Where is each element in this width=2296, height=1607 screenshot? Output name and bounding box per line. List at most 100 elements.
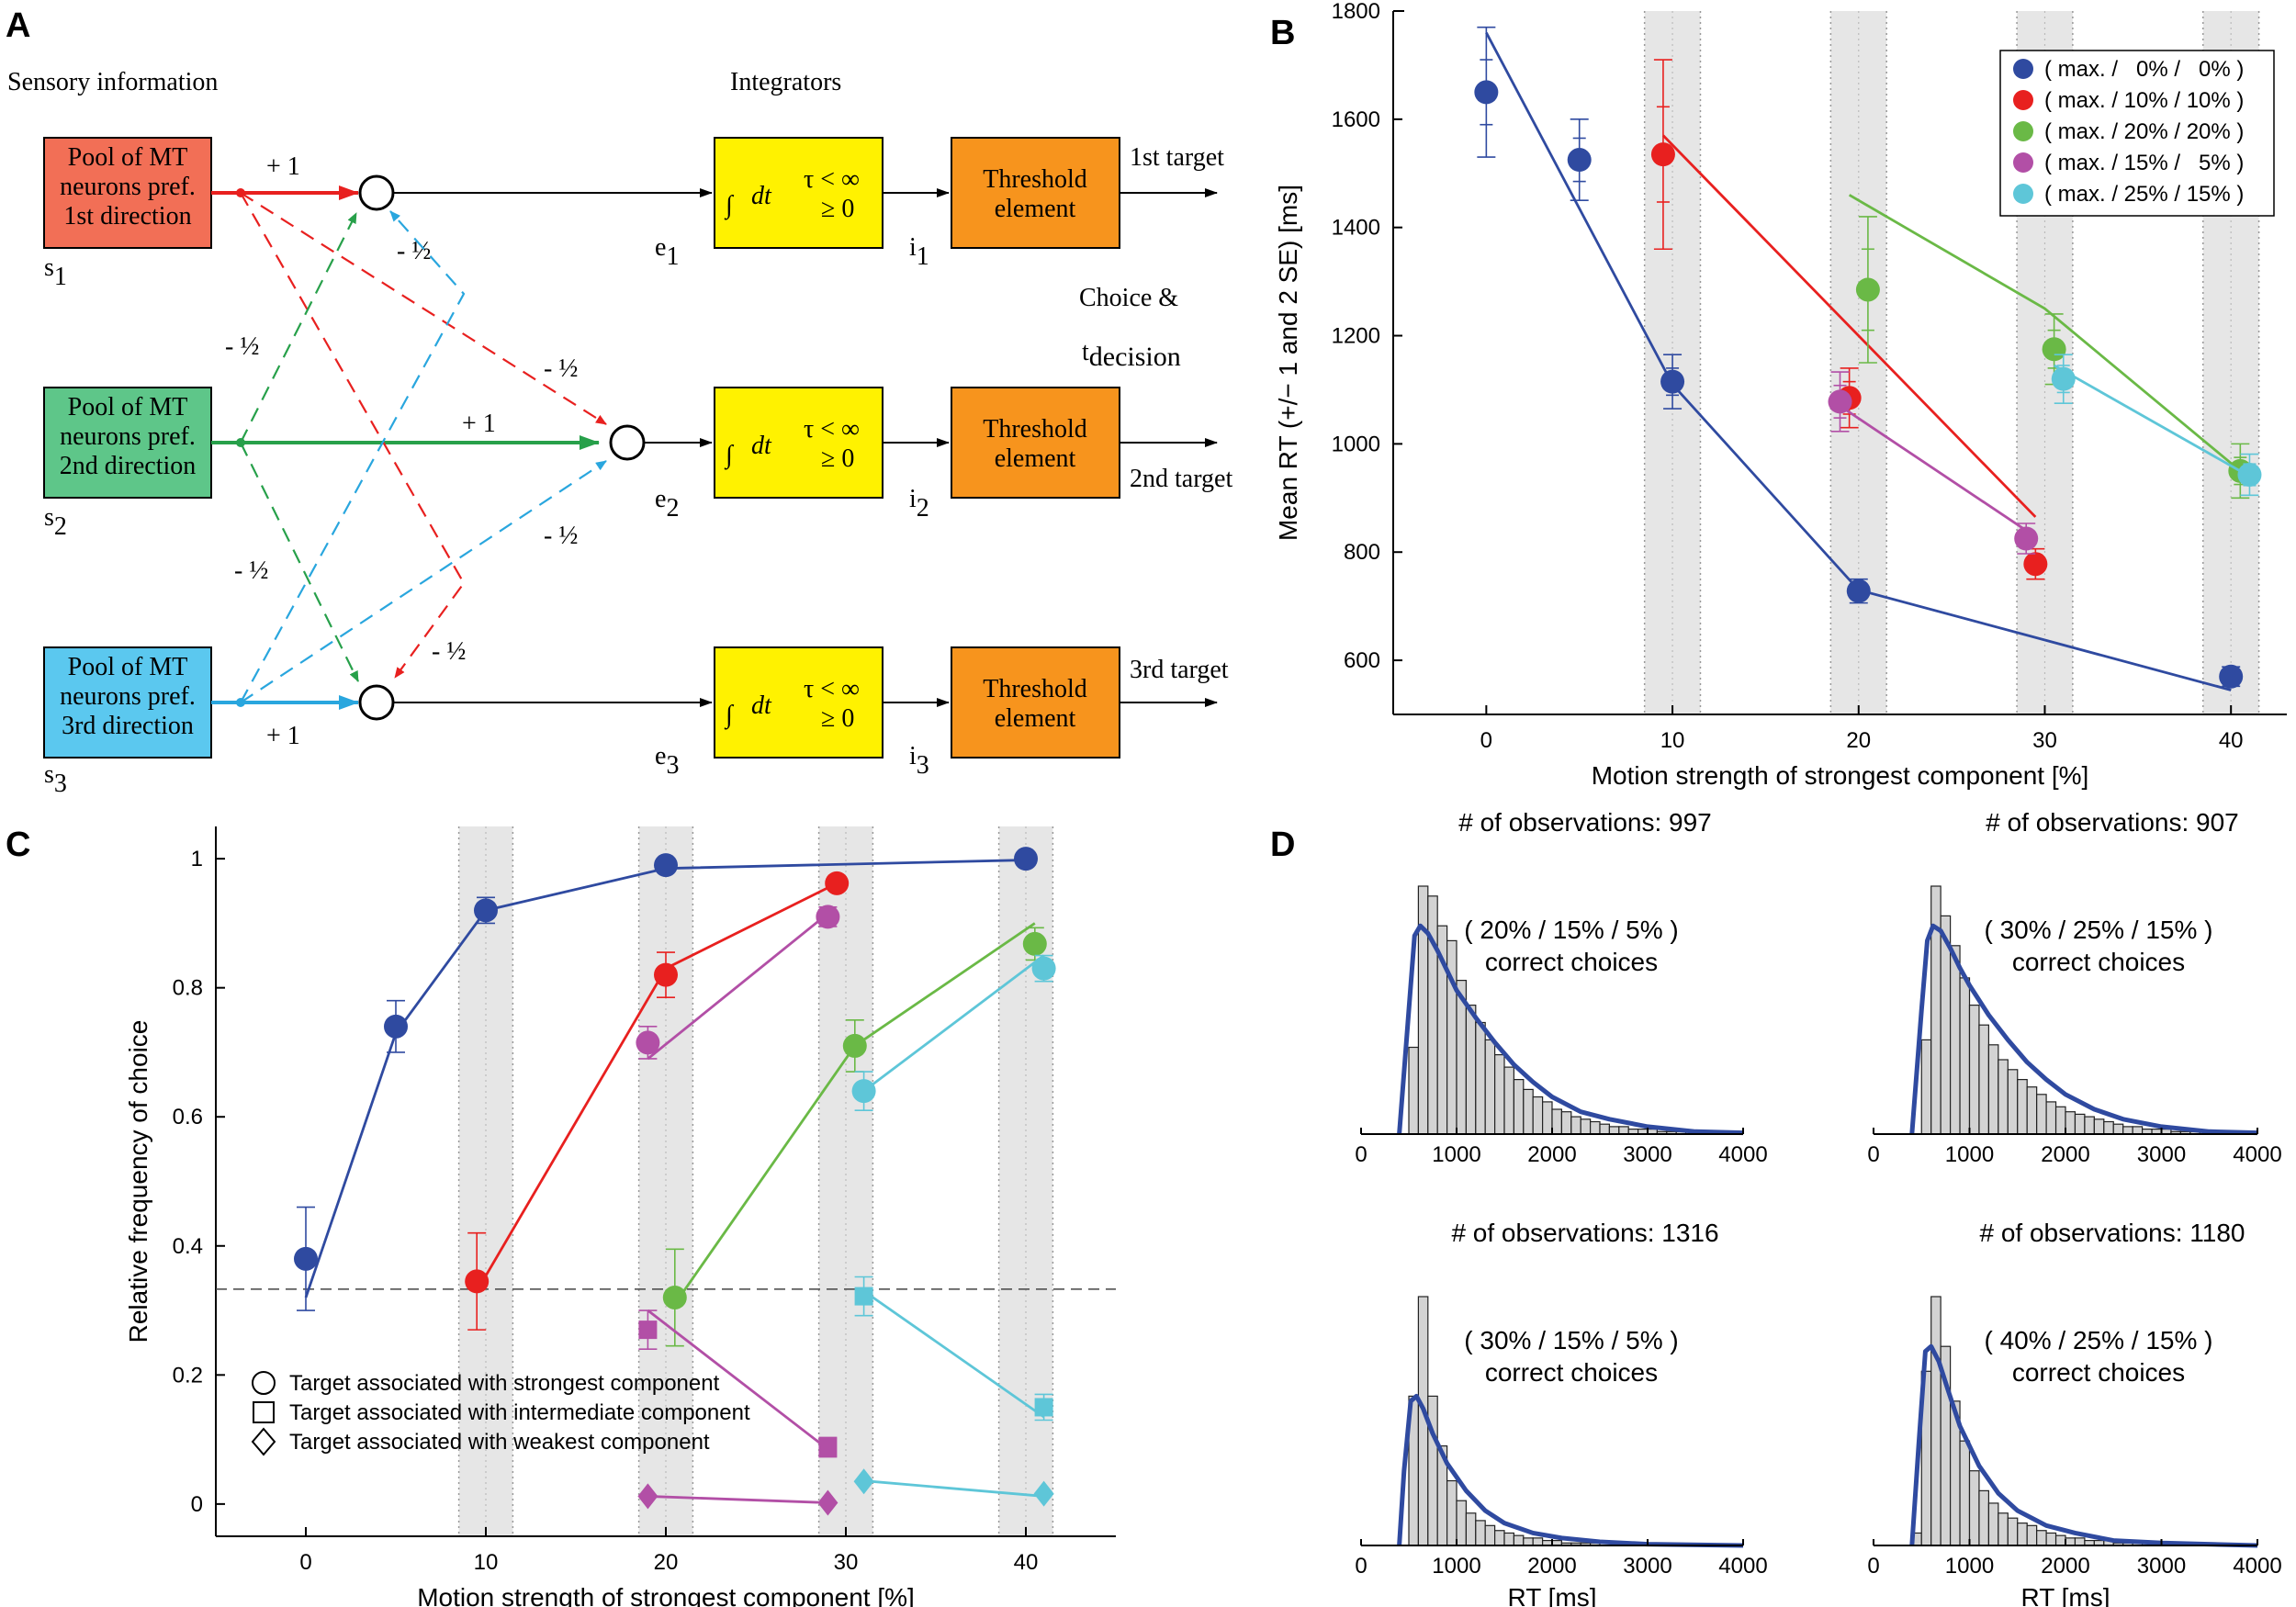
histogram-bar bbox=[1968, 1470, 1980, 1546]
choice-frequency-chart: 0 10 20 30 40 0 0.2 0.4 0.6 0.8 1 Motion strength o… bbox=[124, 826, 1116, 1607]
condition-label: ( 30% / 25% / 15% ) bbox=[1984, 916, 2212, 944]
histogram-bar bbox=[1950, 945, 1961, 1135]
panel-b: B 0 10 20 30 40 600 800 1000 1200 1400 1600 1800 Mot… bbox=[1270, 0, 2287, 790]
histogram-bar bbox=[2017, 1078, 2028, 1135]
histogram-bar bbox=[2054, 1106, 2066, 1135]
data-point-square bbox=[1034, 1398, 1053, 1417]
data-point-square bbox=[818, 1438, 838, 1457]
data-point bbox=[1031, 956, 1056, 981]
panel-letter-a: A bbox=[6, 6, 30, 45]
histogram-bar bbox=[1493, 1530, 1505, 1546]
y-tick-label: 1800 bbox=[1332, 0, 1380, 24]
svg-text:Threshold: Threshold bbox=[983, 165, 1087, 194]
histogram-title: # of observations: 1316 bbox=[1451, 1219, 1718, 1247]
target-3-label: 3rd target bbox=[1130, 656, 1229, 684]
x-tick-label: 20 bbox=[1846, 728, 1871, 753]
x-tick-label: 4000 bbox=[2233, 1142, 2281, 1167]
weight-minus-3: - ½ bbox=[544, 354, 578, 383]
threshold-3: Threshold element bbox=[951, 646, 1120, 759]
fit-line bbox=[862, 954, 1045, 1093]
legend-marker-diamond bbox=[251, 1427, 276, 1456]
pool-2-line-2: neurons pref. bbox=[60, 422, 196, 451]
x-tick-label: 1000 bbox=[1945, 1554, 1994, 1579]
histogram-bar bbox=[2103, 1120, 2114, 1135]
panel-letter-c: C bbox=[6, 826, 30, 864]
data-point-diamond bbox=[1033, 1480, 1054, 1507]
x-tick-label: 0 bbox=[1867, 1554, 1879, 1579]
e2-label: e2 bbox=[655, 485, 679, 523]
condition-label: ( 20% / 15% / 5% ) bbox=[1464, 916, 1678, 944]
x-tick-label: 0 bbox=[1480, 728, 1492, 753]
histogram-bar bbox=[1532, 1537, 1544, 1546]
panel-letter-b: B bbox=[1270, 14, 1295, 52]
histogram-bar bbox=[1930, 885, 1941, 1135]
condition-sublabel: correct choices bbox=[1485, 1358, 1658, 1387]
fit-line bbox=[1848, 194, 2242, 472]
marker-legend-entry: Target associated with intermediate comp… bbox=[289, 1400, 750, 1425]
pool-2-line-3: 2nd direction bbox=[60, 452, 197, 480]
weight-minus-1: - ½ bbox=[397, 237, 431, 265]
rt-histogram-3: 0 1000 2000 3000 4000 # of observations: 1316… bbox=[1355, 1219, 1767, 1607]
data-point bbox=[474, 898, 498, 923]
legend-marker bbox=[2013, 121, 2033, 141]
svg-text:element: element bbox=[995, 195, 1076, 223]
x-tick-label: 10 bbox=[1660, 728, 1685, 753]
data-point bbox=[2219, 664, 2244, 689]
histogram-title: # of observations: 997 bbox=[1458, 808, 1712, 837]
x-tick-label: 10 bbox=[474, 1550, 499, 1575]
histogram-bar bbox=[1465, 1004, 1477, 1135]
histogram-bar bbox=[1998, 1512, 2009, 1546]
data-point bbox=[816, 905, 840, 929]
histogram-bar bbox=[1532, 1096, 1544, 1135]
svg-text:τ < ∞: τ < ∞ bbox=[804, 415, 860, 444]
histogram-bar bbox=[1446, 1479, 1458, 1546]
x-tick-label: 2000 bbox=[1527, 1142, 1576, 1167]
svg-text:∫: ∫ bbox=[724, 191, 735, 220]
model-curve bbox=[1397, 1393, 1744, 1548]
pool-3-line-2: neurons pref. bbox=[60, 682, 196, 711]
data-point bbox=[1567, 148, 1592, 173]
integrator-2: ∫ dt τ < ∞ ≥ 0 bbox=[714, 387, 884, 499]
weight-plus-3: + 1 bbox=[266, 722, 300, 750]
histogram-bar bbox=[2074, 1537, 2086, 1546]
x-tick-label: 30 bbox=[834, 1550, 859, 1575]
shaded-band bbox=[818, 826, 873, 1536]
y-tick-label: 1 bbox=[191, 847, 203, 871]
condition-sublabel: correct choices bbox=[2012, 948, 2185, 976]
histogram-bar bbox=[2007, 1069, 2019, 1135]
histogram-bar bbox=[1930, 1296, 1941, 1546]
y-tick-label: 0.2 bbox=[173, 1363, 203, 1388]
fit-line bbox=[862, 1289, 1045, 1419]
rt-histogram-2: 0 1000 2000 3000 4000 # of observations: 907 (… bbox=[1867, 808, 2281, 1167]
x-tick-label: 3000 bbox=[1623, 1142, 1671, 1167]
pool-box-1: Pool of MT neurons pref. 1st direction bbox=[43, 137, 212, 249]
data-point bbox=[384, 1014, 408, 1039]
fit-line bbox=[1839, 404, 2027, 532]
weight-minus-6: - ½ bbox=[432, 637, 466, 666]
condition-sublabel: correct choices bbox=[1485, 948, 1658, 976]
pool-box-2: Pool of MT neurons pref. 2nd direction bbox=[43, 387, 212, 499]
svg-text:Threshold: Threshold bbox=[983, 415, 1087, 444]
model-curve bbox=[1397, 923, 1744, 1136]
histogram-bar bbox=[2045, 1532, 2057, 1546]
legend-marker bbox=[2013, 184, 2033, 204]
histogram-bar bbox=[1599, 1123, 1610, 1135]
weight-minus-4: - ½ bbox=[544, 522, 578, 550]
panel-c: C 0 10 20 30 40 0 0.2 0.4 0.6 0.8 1 Motion strength… bbox=[6, 826, 1116, 1607]
histogram-bar bbox=[1570, 1116, 1581, 1135]
histogram-bar bbox=[1513, 1534, 1525, 1546]
target-2-label: 2nd target bbox=[1130, 465, 1232, 493]
histogram-bar bbox=[1484, 1039, 1496, 1135]
mean-rt-chart: 0 10 20 30 40 600 800 1000 1200 1400 1600 1800 Motio… bbox=[1274, 0, 2287, 790]
data-point-square bbox=[638, 1320, 658, 1340]
integrators-label: Integrators bbox=[730, 68, 841, 96]
x-tick-label: 0 bbox=[1867, 1142, 1879, 1167]
x-tick-label: 1000 bbox=[1432, 1142, 1480, 1167]
data-point bbox=[1474, 80, 1499, 105]
data-point-diamond bbox=[817, 1489, 838, 1516]
e3-label: e3 bbox=[655, 742, 679, 780]
svg-text:τ < ∞: τ < ∞ bbox=[804, 675, 860, 703]
histogram-bar bbox=[1987, 1502, 1999, 1546]
histogram-bar bbox=[1475, 1021, 1486, 1135]
target-1-label: 1st target bbox=[1130, 143, 1224, 172]
